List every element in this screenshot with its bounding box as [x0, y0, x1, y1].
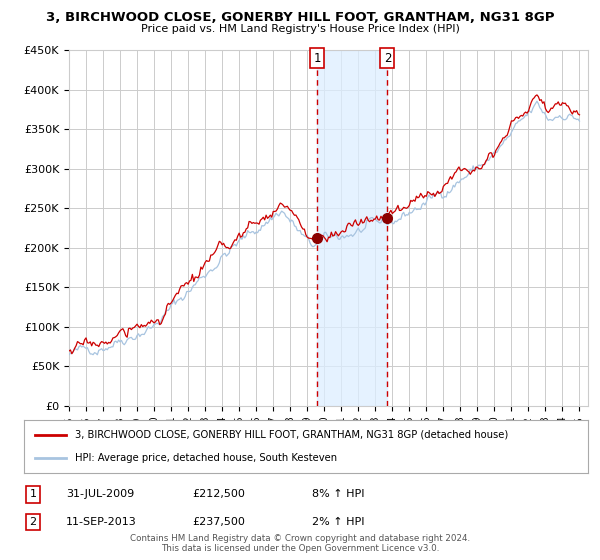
Text: 1: 1	[313, 52, 321, 65]
Text: £212,500: £212,500	[192, 489, 245, 500]
Text: 2% ↑ HPI: 2% ↑ HPI	[312, 517, 365, 527]
Text: £237,500: £237,500	[192, 517, 245, 527]
Text: 2: 2	[383, 52, 391, 65]
Bar	[317, 50, 388, 406]
Text: 1: 1	[29, 489, 37, 500]
Text: 2: 2	[29, 517, 37, 527]
Text: 8% ↑ HPI: 8% ↑ HPI	[312, 489, 365, 500]
Text: Contains HM Land Registry data © Crown copyright and database right 2024.
This d: Contains HM Land Registry data © Crown c…	[130, 534, 470, 553]
Text: Price paid vs. HM Land Registry's House Price Index (HPI): Price paid vs. HM Land Registry's House …	[140, 24, 460, 34]
Text: 3, BIRCHWOOD CLOSE, GONERBY HILL FOOT, GRANTHAM, NG31 8GP (detached house): 3, BIRCHWOOD CLOSE, GONERBY HILL FOOT, G…	[75, 430, 508, 440]
Text: 11-SEP-2013: 11-SEP-2013	[66, 517, 137, 527]
Text: HPI: Average price, detached house, South Kesteven: HPI: Average price, detached house, Sout…	[75, 453, 337, 463]
Text: 3, BIRCHWOOD CLOSE, GONERBY HILL FOOT, GRANTHAM, NG31 8GP: 3, BIRCHWOOD CLOSE, GONERBY HILL FOOT, G…	[46, 11, 554, 24]
Text: 31-JUL-2009: 31-JUL-2009	[66, 489, 134, 500]
